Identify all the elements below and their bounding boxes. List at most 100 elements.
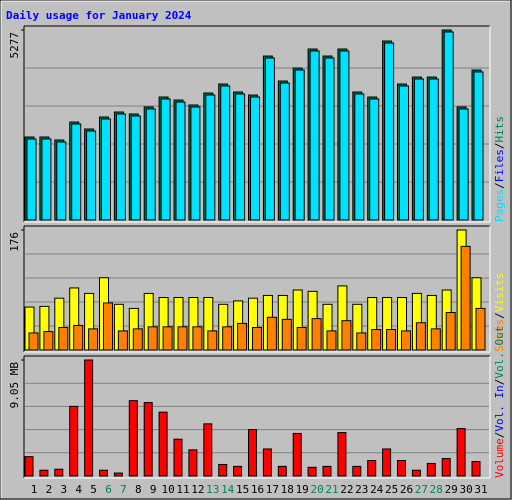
- bar: [56, 141, 67, 221]
- bar: [294, 69, 305, 221]
- bar: [28, 332, 39, 351]
- bar: [205, 94, 216, 221]
- x-tick-label: 24: [370, 483, 384, 496]
- bar: [233, 465, 243, 477]
- bar: [103, 302, 113, 351]
- bar: [218, 463, 228, 477]
- bar: [397, 459, 406, 477]
- x-tick-label: 23: [355, 483, 368, 496]
- bar: [411, 469, 421, 477]
- bar: [367, 459, 377, 477]
- bar: [426, 462, 436, 477]
- bar: [86, 130, 97, 221]
- bar: [337, 432, 347, 477]
- x-tick-label: 3: [60, 483, 67, 496]
- x-tick-label: 26: [400, 483, 413, 496]
- bar: [441, 458, 451, 477]
- bar: [88, 328, 99, 351]
- bar: [322, 465, 332, 477]
- bar: [384, 42, 395, 221]
- legend: Volume/Vol. In/Vol. Out: [493, 326, 506, 478]
- x-tick-label: 29: [445, 483, 458, 496]
- bar: [279, 82, 290, 221]
- bar: [188, 449, 198, 477]
- bar: [41, 138, 52, 221]
- y-tick-label: 9.05 MB: [8, 362, 21, 409]
- bar: [371, 329, 382, 351]
- bar: [145, 108, 156, 221]
- x-tick-label: 5: [90, 483, 97, 496]
- legend-separator: /: [493, 312, 506, 319]
- x-tick-label: 9: [150, 483, 157, 496]
- x-tick-label: 18: [281, 483, 294, 496]
- bar: [162, 326, 173, 351]
- x-tick-label: 10: [161, 483, 174, 496]
- x-tick-label: 4: [75, 483, 82, 496]
- bar: [207, 330, 218, 351]
- legend-entry: Visits: [493, 273, 506, 313]
- bar: [296, 327, 307, 351]
- x-tick-label: 21: [325, 483, 338, 496]
- bar: [264, 57, 275, 221]
- bar: [382, 448, 392, 477]
- legend-entry: Vol. In: [493, 385, 506, 431]
- legend-separator: /: [493, 182, 506, 189]
- bar: [326, 330, 337, 351]
- bar: [458, 108, 469, 221]
- legend-entry: Files: [493, 149, 506, 182]
- bar: [175, 101, 186, 221]
- bar: [413, 78, 424, 221]
- bar: [190, 106, 201, 221]
- bar: [354, 93, 365, 221]
- bar: [99, 469, 108, 477]
- bar: [430, 328, 441, 351]
- x-tick-label: 7: [120, 483, 127, 496]
- bar: [177, 326, 188, 351]
- legend-entry: Vol. Out: [493, 326, 506, 379]
- bar: [399, 85, 409, 221]
- bar: [252, 327, 262, 351]
- bar: [471, 461, 481, 477]
- x-tick-label: 16: [251, 483, 264, 496]
- bar: [475, 307, 486, 351]
- x-tick-label: 2: [46, 483, 53, 496]
- bar: [160, 98, 171, 221]
- x-tick-label: 17: [266, 483, 279, 496]
- bar: [84, 359, 94, 477]
- bar: [101, 118, 111, 221]
- bar: [352, 465, 362, 477]
- x-tick-label: 12: [191, 483, 204, 496]
- bar: [456, 428, 466, 477]
- bar: [281, 318, 292, 351]
- bar: [220, 85, 231, 221]
- bar: [445, 312, 456, 351]
- x-tick-label: 30: [459, 483, 472, 496]
- bar: [324, 57, 335, 221]
- y-tick-label: 176: [8, 232, 21, 252]
- chart-title: Daily usage for January 2024: [6, 9, 192, 22]
- bar: [117, 330, 128, 351]
- x-tick-label: 28: [430, 483, 443, 496]
- bar: [443, 31, 454, 221]
- bar: [26, 138, 37, 221]
- legend-entry: Hits: [493, 116, 506, 143]
- x-tick-label: 1: [31, 483, 38, 496]
- bar: [460, 245, 471, 351]
- legend-entry: Sites: [493, 319, 506, 352]
- legend: Sites/Visits: [493, 273, 506, 353]
- bar: [73, 324, 84, 351]
- bar: [222, 326, 233, 351]
- bar: [386, 329, 397, 351]
- x-tick-label: 20: [310, 483, 323, 496]
- bar: [128, 400, 138, 477]
- bar: [428, 78, 439, 221]
- bar: [339, 50, 350, 221]
- bar: [54, 468, 64, 477]
- bar: [309, 50, 320, 221]
- x-tick-label: 11: [176, 483, 189, 496]
- bar: [262, 448, 272, 477]
- bar: [39, 469, 49, 477]
- bar: [473, 71, 484, 221]
